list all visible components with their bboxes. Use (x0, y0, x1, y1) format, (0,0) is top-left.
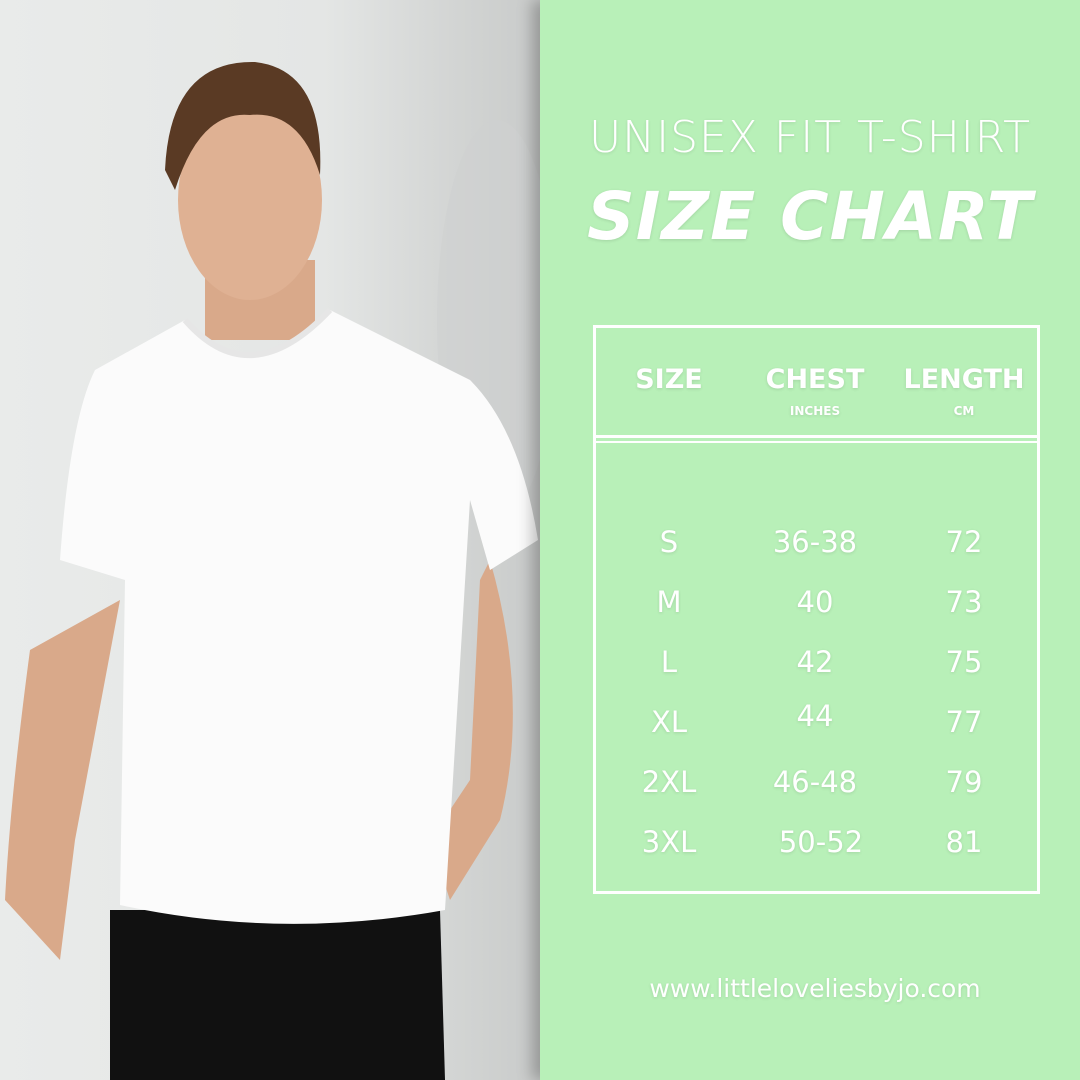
cell-chest: 50-52 (778, 825, 864, 859)
table-row: L 42 75 (596, 645, 1037, 705)
header-length: LENGTH (903, 364, 1025, 395)
header-length-unit: CM (953, 404, 975, 418)
cell-chest: 44 (796, 699, 834, 733)
cell-size: M (656, 585, 682, 619)
cell-size: XL (650, 705, 688, 739)
table-row: S 36-38 72 (596, 525, 1037, 585)
table-row: 3XL 50-52 81 (596, 825, 1037, 885)
cell-chest: 40 (796, 585, 834, 619)
product-title: UNISEX FIT T-SHIRT (588, 112, 1032, 163)
cell-chest: 42 (796, 645, 834, 679)
table-header: SIZE CHEST INCHES LENGTH CM (596, 328, 1037, 443)
model-wearing-tshirt-illustration (5, 61, 540, 1080)
size-chart-panel: UNISEX FIT T-SHIRT SIZE CHART SIZE CHEST… (540, 0, 1080, 1080)
cell-length: 75 (945, 645, 983, 679)
header-chest: CHEST (765, 364, 865, 395)
cell-size: 3XL (641, 825, 697, 859)
cell-chest: 36-38 (772, 525, 858, 559)
size-table: SIZE CHEST INCHES LENGTH CM S 36-38 72 M 40… (593, 325, 1040, 894)
cell-size: 2XL (641, 765, 697, 799)
header-size: SIZE (635, 364, 703, 395)
website-link[interactable]: www.littleloveliesbyjo.com (649, 974, 981, 1003)
cell-length: 81 (945, 825, 983, 859)
chart-title: SIZE CHART (587, 178, 1033, 255)
cell-length: 73 (945, 585, 983, 619)
cell-size: S (659, 525, 679, 559)
cell-length: 77 (945, 705, 983, 739)
table-row: M 40 73 (596, 585, 1037, 645)
cell-length: 72 (945, 525, 983, 559)
cell-chest: 46-48 (772, 765, 858, 799)
table-row: XL 44 77 (596, 699, 1037, 765)
model-photo (0, 0, 540, 1080)
table-row: 2XL 46-48 79 (596, 765, 1037, 825)
cell-size: L (660, 645, 678, 679)
cell-length: 79 (945, 765, 983, 799)
header-chest-unit: INCHES (789, 404, 841, 418)
